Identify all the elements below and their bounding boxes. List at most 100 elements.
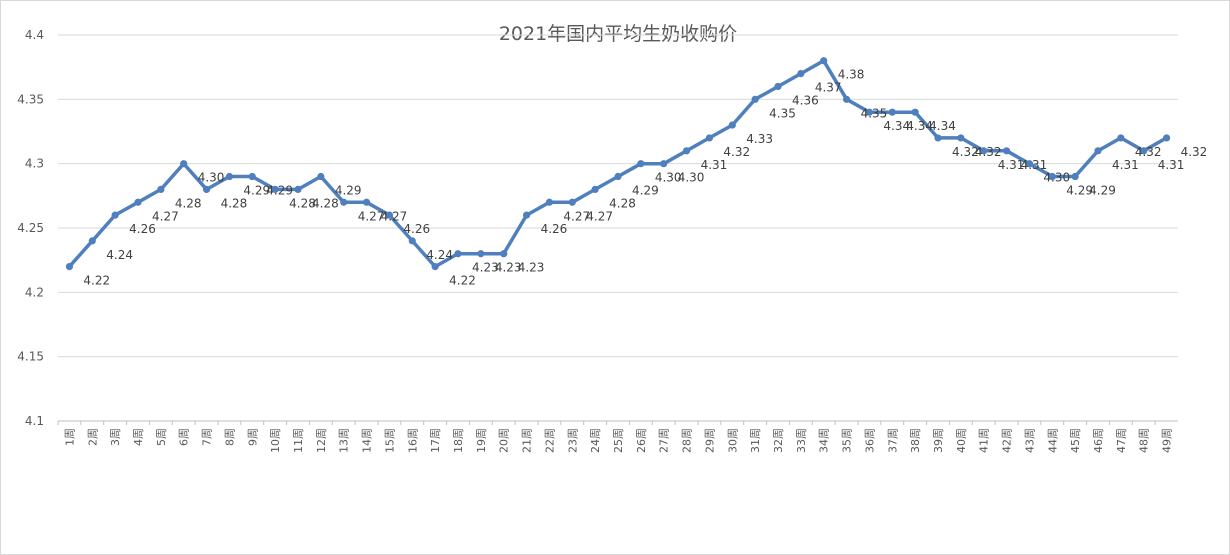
x-tick-label: 46周 <box>1092 428 1105 453</box>
data-label: 4.32 <box>952 145 979 159</box>
data-label: 4.35 <box>769 106 796 120</box>
x-tick-label: 20周 <box>498 428 511 453</box>
data-label: 4.26 <box>541 222 568 236</box>
data-label: 4.22 <box>83 274 110 288</box>
data-label: 4.37 <box>815 81 842 95</box>
data-label: 4.30 <box>655 171 682 185</box>
data-point <box>157 185 165 193</box>
data-point <box>1094 147 1102 155</box>
x-tick-label: 15周 <box>383 428 396 453</box>
data-label: 4.36 <box>792 93 819 107</box>
x-tick-label: 30周 <box>726 428 739 453</box>
data-point <box>728 121 736 129</box>
x-tick-label: 26周 <box>635 428 648 453</box>
x-tick-label: 41周 <box>978 428 991 453</box>
data-point <box>500 250 508 258</box>
data-point <box>294 185 302 193</box>
data-label: 4.28 <box>221 196 248 210</box>
x-tick-label: 33周 <box>795 428 808 453</box>
data-point <box>774 82 782 91</box>
data-point <box>545 198 554 206</box>
data-point <box>1048 172 1056 181</box>
data-label: 4.31 <box>1112 158 1139 172</box>
data-label: 4.27 <box>152 209 179 223</box>
data-point <box>751 95 759 103</box>
y-tick-label: 4.3 <box>25 157 44 171</box>
data-label: 4.22 <box>449 274 476 288</box>
data-label: 4.28 <box>175 196 202 210</box>
x-tick-label: 1周 <box>63 428 76 446</box>
data-label: 4.29 <box>266 184 293 198</box>
x-tick-label: 4周 <box>132 428 145 446</box>
data-point <box>340 198 348 206</box>
data-point <box>842 95 851 103</box>
y-tick-label: 4.1 <box>25 414 44 428</box>
data-point <box>225 172 234 181</box>
x-tick-label: 27周 <box>658 428 671 453</box>
data-label: 4.35 <box>861 106 888 120</box>
x-tick-label: 28周 <box>681 428 694 453</box>
y-tick-label: 4.35 <box>17 92 44 106</box>
data-point <box>317 172 325 181</box>
data-label: 4.26 <box>403 222 430 236</box>
data-label: 4.31 <box>998 158 1025 172</box>
data-label: 4.31 <box>1021 158 1048 172</box>
data-label: 4.30 <box>1043 171 1070 185</box>
data-point <box>1071 172 1079 181</box>
data-label: 4.27 <box>358 209 385 223</box>
data-label: 4.23 <box>518 261 545 275</box>
x-tick-label: 36周 <box>863 428 876 453</box>
x-tick-label: 7周 <box>201 428 214 446</box>
data-point <box>797 70 805 78</box>
data-label: 4.29 <box>335 184 362 198</box>
x-tick-label: 37周 <box>886 428 899 453</box>
data-label: 4.32 <box>975 145 1002 159</box>
data-label: 4.28 <box>312 196 339 210</box>
x-tick-label: 24周 <box>589 428 602 453</box>
data-point <box>477 250 485 258</box>
x-tick-label: 3周 <box>109 428 122 446</box>
x-tick-label: 42周 <box>1001 428 1014 453</box>
data-point <box>660 160 668 168</box>
data-label: 4.31 <box>1158 158 1185 172</box>
x-tick-label: 32周 <box>772 428 785 453</box>
data-label: 4.28 <box>609 196 636 210</box>
data-label: 4.33 <box>746 132 773 146</box>
data-point <box>522 211 531 219</box>
x-tick-label: 47周 <box>1115 428 1128 453</box>
data-point <box>888 108 896 116</box>
data-label: 4.30 <box>198 171 225 185</box>
data-point <box>865 108 874 116</box>
y-tick-label: 4.2 <box>25 285 44 299</box>
data-point <box>202 185 211 193</box>
x-tick-label: 16周 <box>406 428 419 453</box>
data-point <box>1025 160 1034 168</box>
x-tick-label: 13周 <box>338 428 351 453</box>
data-label: 4.27 <box>381 209 408 223</box>
data-point <box>88 237 96 245</box>
x-tick-label: 18周 <box>452 428 465 453</box>
x-tick-label: 14周 <box>361 428 374 453</box>
data-label: 4.28 <box>289 196 316 210</box>
x-tick-label: 29周 <box>703 428 716 453</box>
x-tick-label: 49周 <box>1161 428 1174 453</box>
data-point <box>180 160 188 168</box>
x-tick-label: 22周 <box>543 428 556 453</box>
data-point <box>431 263 439 271</box>
y-tick-label: 4.4 <box>25 28 44 42</box>
x-tick-label: 8周 <box>223 428 236 446</box>
data-label: 4.32 <box>1181 145 1208 159</box>
data-label: 4.29 <box>243 184 270 198</box>
data-point <box>1140 147 1148 155</box>
data-point <box>248 172 256 181</box>
data-label: 4.34 <box>929 119 956 133</box>
data-point <box>980 147 988 155</box>
data-label: 4.27 <box>563 209 590 223</box>
data-point <box>705 134 714 142</box>
x-tick-label: 45周 <box>1069 428 1082 453</box>
data-point <box>820 57 828 65</box>
x-tick-label: 9周 <box>246 428 259 446</box>
data-label: 4.32 <box>1135 145 1162 159</box>
